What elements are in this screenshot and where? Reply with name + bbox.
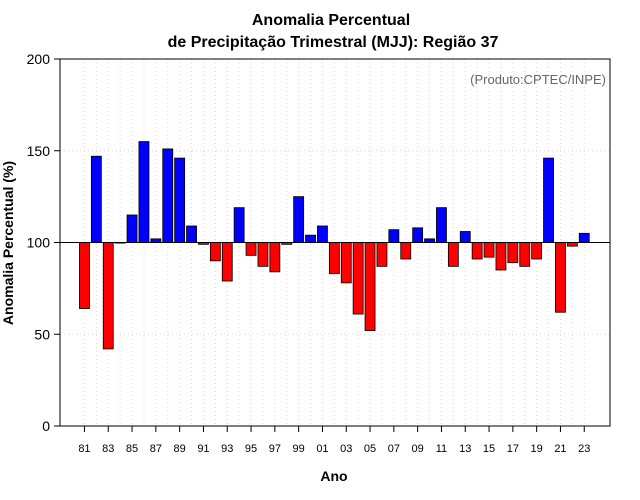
bar-10	[424, 238, 435, 243]
bar-09	[412, 227, 424, 243]
bar-81	[79, 242, 90, 309]
y-axis: 0 50 100 150 200	[27, 51, 60, 434]
x-tick-label: 21	[554, 443, 566, 455]
x-tick-label: 11	[436, 443, 447, 455]
bar-layer	[79, 141, 590, 350]
bar-88	[162, 148, 174, 243]
bar-97	[269, 242, 281, 273]
y-tick-label: 0	[42, 418, 50, 434]
x-axis-label: Ano	[320, 468, 347, 484]
bar-06	[376, 242, 388, 267]
bar-01	[317, 225, 328, 243]
bar-13	[459, 231, 471, 243]
y-tick-label: 100	[27, 235, 51, 251]
x-tick-label: 91	[197, 443, 209, 455]
bar-05	[364, 242, 376, 331]
y-tick-label: 50	[34, 326, 50, 342]
bar-93	[221, 242, 233, 282]
x-tick-label: 83	[102, 443, 114, 455]
bar-85	[126, 214, 138, 243]
x-tick-label: 03	[340, 443, 352, 455]
bar-22	[566, 242, 578, 247]
bar-18	[519, 242, 531, 267]
bar-82	[90, 155, 102, 243]
bar-14	[471, 242, 483, 260]
x-tick-label: 23	[578, 443, 590, 455]
bar-86	[138, 141, 150, 243]
bar-04	[352, 242, 364, 315]
x-tick-label: 05	[364, 443, 376, 455]
x-axis: 81 83 85 87 89 91 93 95 97 99 01 03 05 07 09 11 13 15 17 19…	[78, 426, 590, 455]
x-tick-label: 07	[388, 443, 400, 455]
bar-07	[388, 229, 400, 243]
bar-02	[328, 242, 340, 275]
chart-title-line1: Anomalia Percentual	[252, 12, 410, 29]
bar-21	[555, 242, 566, 313]
x-tick-label: 09	[412, 443, 424, 455]
bar-15	[483, 242, 495, 258]
x-tick-label: 99	[293, 443, 305, 455]
x-tick-label: 81	[78, 443, 90, 455]
y-axis-label: Anomalia Percentual (%)	[0, 161, 16, 325]
bar-94	[233, 207, 245, 243]
bar-17	[507, 242, 519, 264]
bar-99	[293, 196, 305, 243]
bar-92	[209, 242, 221, 262]
bar-16	[495, 242, 507, 271]
x-tick-label: 19	[531, 443, 543, 455]
bar-19	[531, 242, 543, 260]
x-tick-label: 87	[150, 443, 162, 455]
x-tick-label: 97	[269, 443, 281, 455]
bar-20	[543, 157, 554, 243]
bar-12	[447, 242, 459, 267]
x-tick-label: 17	[507, 443, 519, 455]
bar-90	[186, 225, 197, 243]
bar-89	[174, 157, 186, 243]
bar-08	[400, 242, 412, 260]
bar-23	[578, 232, 590, 243]
bar-96	[257, 242, 269, 267]
y-tick-label: 150	[27, 143, 51, 159]
y-tick-label: 200	[27, 51, 51, 67]
bar-03	[340, 242, 352, 284]
x-tick-label: 93	[221, 443, 233, 455]
x-tick-label: 13	[459, 443, 471, 455]
x-tick-label: 85	[126, 443, 138, 455]
x-tick-label: 15	[483, 443, 495, 455]
bar-11	[436, 207, 447, 243]
chart-title-line2: de Precipitação Trimestral (MJJ): Região…	[168, 34, 499, 51]
x-tick-label: 89	[174, 443, 186, 455]
x-tick-label: 01	[316, 443, 328, 455]
bar-95	[245, 242, 257, 256]
credit-label: (Produto:CPTEC/INPE)	[470, 72, 606, 87]
bar-00	[305, 234, 316, 243]
x-tick-label: 95	[245, 443, 257, 455]
bar-87	[150, 238, 162, 243]
bar-83	[102, 242, 114, 350]
